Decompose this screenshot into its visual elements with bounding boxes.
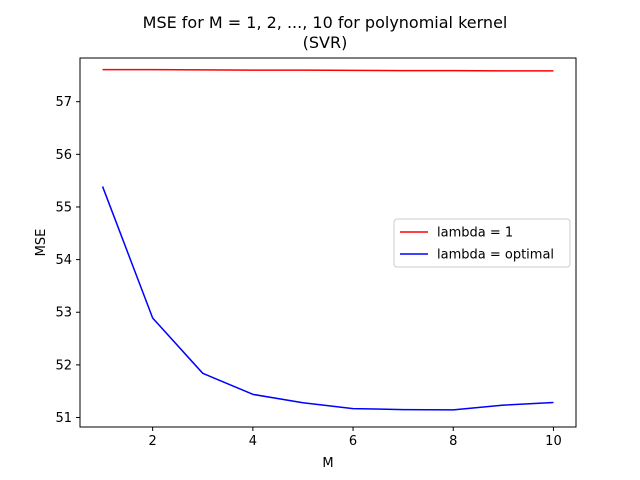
series-lines (101, 68, 554, 411)
chart-title: MSE for M = 1, 2, ..., 10 for polynomial… (143, 13, 508, 52)
series-line-2 (101, 186, 554, 411)
x-tick-label: 6 (349, 434, 357, 449)
x-tick-label: 4 (249, 434, 257, 449)
y-tick-label: 52 (55, 358, 72, 373)
chart-title-line-1: MSE for M = 1, 2, ..., 10 for polynomial… (143, 13, 508, 32)
legend-label-2: lambda = optimal (437, 248, 554, 263)
x-tick-label: 8 (449, 434, 457, 449)
legend: lambda = 1 lambda = optimal (393, 218, 571, 268)
y-tick-label: 51 (55, 411, 72, 426)
x-tick-label: 10 (545, 434, 562, 449)
y-axis-ticks: 51 52 53 54 55 56 57 (55, 95, 80, 426)
y-tick-label: 54 (55, 253, 72, 268)
y-axis-label: MSE (34, 229, 49, 257)
y-tick-label: 53 (55, 306, 72, 321)
legend-label-1: lambda = 1 (437, 226, 513, 241)
chart-title-line-2: (SVR) (303, 33, 348, 52)
y-tick-label: 56 (55, 148, 72, 163)
x-tick-label: 2 (149, 434, 157, 449)
x-axis-label: M (322, 456, 333, 471)
y-tick-label: 57 (55, 95, 72, 110)
plot-frame (79, 57, 577, 428)
series-line-1 (102, 68, 554, 72)
legend-frame (393, 218, 571, 268)
x-axis-ticks: 2 4 6 8 10 (149, 427, 562, 449)
y-tick-label: 55 (55, 200, 72, 215)
